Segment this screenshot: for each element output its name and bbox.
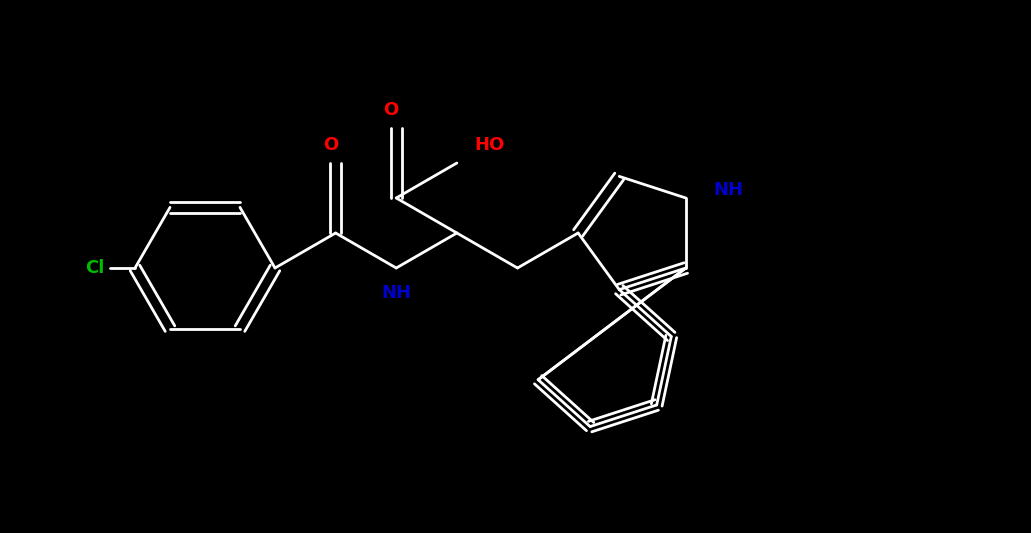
Text: HO: HO bbox=[475, 136, 505, 154]
Text: NH: NH bbox=[713, 181, 743, 199]
Text: O: O bbox=[384, 101, 399, 119]
Text: O: O bbox=[323, 136, 338, 154]
Text: NH: NH bbox=[381, 284, 411, 302]
Text: Cl: Cl bbox=[86, 259, 105, 277]
